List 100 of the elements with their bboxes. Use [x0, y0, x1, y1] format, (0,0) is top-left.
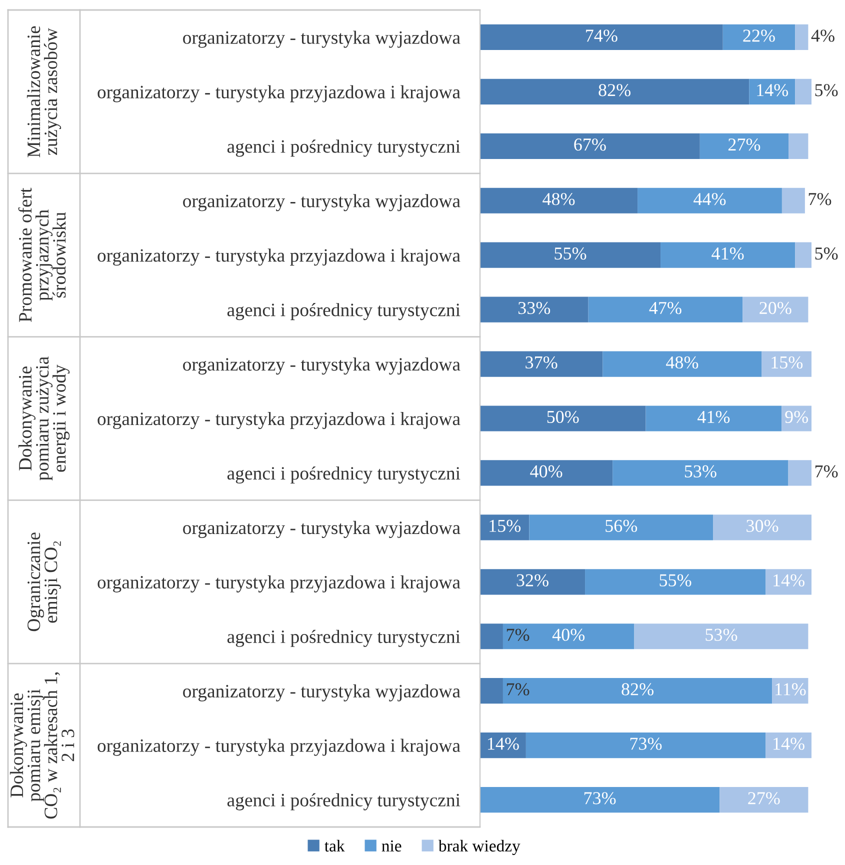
bar	[700, 133, 789, 159]
text: Dokonywanie pomiaru zużycia energii i wody	[18, 356, 70, 480]
bar	[480, 514, 530, 540]
y-tick-label: agenci i pośrednicy turystyczni	[227, 793, 460, 810]
bar	[480, 786, 720, 813]
bar	[762, 351, 812, 377]
bar	[742, 296, 808, 322]
data-label: 20%	[760, 302, 792, 314]
data-label: 53%	[706, 628, 738, 641]
data-label: 74%	[586, 30, 618, 42]
bar	[612, 460, 788, 486]
data-label: 27%	[748, 792, 780, 804]
data-label: 37%	[526, 356, 558, 369]
y-tick-label: organizatorzy - turystyka przyjazdowa i krajowa	[98, 85, 460, 102]
bar	[480, 678, 503, 704]
legend-label: nie	[382, 840, 402, 852]
bar	[480, 242, 661, 268]
bar	[480, 351, 603, 377]
bar	[766, 732, 812, 758]
data-label: 30%	[746, 520, 778, 532]
bar	[749, 78, 796, 104]
bar	[526, 732, 766, 758]
bar	[480, 569, 586, 595]
bar	[502, 678, 772, 704]
bar	[480, 188, 638, 214]
data-label: 15%	[490, 520, 521, 532]
bar	[634, 624, 808, 650]
data-label: 7%	[506, 683, 530, 696]
data-label: 53%	[684, 465, 716, 478]
y-tick-label: organizatorzy - turystyka wyjazdowa	[183, 194, 460, 212]
y-tick-label: organizatorzy - turystyka przyjazdowa i krajowa	[98, 575, 460, 592]
bar	[480, 296, 588, 322]
bar	[713, 514, 812, 540]
data-label: 41%	[712, 247, 744, 260]
data-label: 40%	[552, 628, 585, 641]
bar	[772, 678, 808, 704]
data-label: 4%	[811, 30, 834, 42]
bar	[480, 24, 723, 50]
bar	[782, 188, 805, 214]
data-label: 5%	[815, 247, 838, 260]
bar	[788, 133, 808, 159]
data-label: 14%	[757, 84, 788, 96]
bar	[660, 242, 796, 268]
text: Minimalizowanie zużycia zasobów	[26, 26, 62, 158]
bar	[795, 242, 812, 268]
bar	[588, 296, 743, 322]
data-label: 7%	[815, 465, 838, 478]
bar	[795, 24, 808, 50]
y-tick-label: agenci i pośrednicy turystyczni	[227, 303, 460, 320]
bar	[795, 78, 812, 104]
data-label: 7%	[506, 628, 530, 641]
y-tick-label: organizatorzy - turystyka przyjazdowa i krajowa	[98, 738, 460, 756]
data-label: 15%	[772, 356, 803, 369]
y-tick-label: organizatorzy - turystyka przyjazdowa i krajowa	[98, 412, 460, 430]
data-label: 14%	[488, 738, 519, 750]
data-label: 22%	[743, 30, 775, 42]
data-label: 40%	[530, 465, 562, 478]
legend-label: tak	[324, 840, 345, 852]
y-tick-label: agenci i pośrednicy turystyczni	[227, 466, 460, 484]
bar	[782, 406, 812, 432]
bar	[602, 351, 762, 377]
data-label: 82%	[622, 683, 654, 696]
bar	[480, 624, 503, 650]
bar	[480, 460, 613, 486]
bar	[480, 78, 750, 104]
bar	[480, 732, 526, 758]
bar	[480, 133, 700, 159]
data-label: 82%	[598, 84, 630, 96]
data-label: 14%	[774, 574, 804, 586]
data-label: 48%	[542, 192, 575, 206]
data-label: 67%	[574, 138, 606, 151]
data-label: 47%	[649, 302, 682, 314]
data-label: 73%	[584, 792, 616, 804]
data-label: 27%	[728, 138, 760, 151]
y-tick-label: agenci i pośrednicy turystyczni	[227, 140, 460, 157]
text: Dokonywanie pomiaru emisji CO₂ w zakresach 1, 2 i 3	[10, 672, 74, 819]
bar	[529, 514, 714, 540]
bar	[788, 460, 812, 486]
text: Promowanie ofert przyjaznych środowisku	[18, 188, 66, 322]
text: Ograniczanie emisji CO₂	[28, 532, 62, 632]
data-label: 41%	[698, 410, 730, 424]
data-label: 32%	[516, 574, 548, 586]
y-tick-label: agenci i pośrednicy turystyczni	[227, 630, 460, 647]
data-label: 48%	[666, 356, 698, 369]
legend-label: brak wiedzy	[438, 840, 520, 855]
y-tick-label: organizatorzy - turystyka wyjazdowa	[183, 684, 460, 702]
bar	[502, 624, 634, 650]
bar	[585, 569, 766, 595]
data-label: 14%	[774, 738, 804, 750]
data-label: 50%	[547, 410, 579, 424]
bar	[638, 188, 782, 214]
data-label: 73%	[630, 738, 662, 750]
bar	[722, 24, 796, 50]
data-label: 11%	[776, 683, 806, 696]
bar	[720, 786, 808, 813]
y-tick-label: organizatorzy - turystyka wyjazdowa	[183, 358, 460, 375]
data-label: 55%	[554, 247, 586, 260]
data-label: 7%	[808, 192, 832, 206]
y-tick-label: organizatorzy - turystyka wyjazdowa	[183, 30, 460, 48]
data-label: 33%	[518, 302, 550, 314]
